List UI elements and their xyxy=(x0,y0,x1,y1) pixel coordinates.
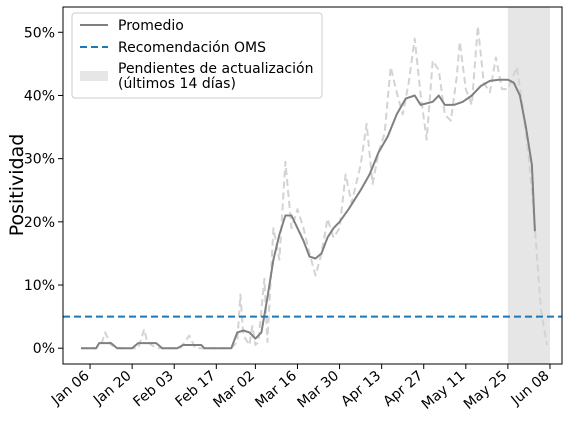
x-tick-label: Apr 27 xyxy=(380,368,426,410)
x-tick-label: Feb 17 xyxy=(173,368,219,411)
pending-update-region xyxy=(507,7,550,364)
x-tick-label: Mar 16 xyxy=(252,368,300,412)
y-tick-label: 40% xyxy=(24,88,55,104)
legend-frame xyxy=(71,12,323,99)
legend: Promedio Recomendación OMS Pendientes de… xyxy=(71,12,323,99)
legend-pending-label-line2: (últimos 14 días) xyxy=(118,76,236,92)
x-tick-label: Jun 08 xyxy=(508,368,553,409)
legend-who-label: Recomendación OMS xyxy=(118,40,266,56)
y-tick-label: 50% xyxy=(24,25,55,41)
legend-pending-swatch xyxy=(80,71,108,81)
x-tick-label: Jan 06 xyxy=(48,368,93,409)
x-tick-label: May 11 xyxy=(419,368,469,413)
average-positivity-line xyxy=(81,78,536,350)
y-tick-label: 20% xyxy=(24,215,55,231)
y-axis-label: Positividad xyxy=(6,134,28,237)
daily-positivity-line xyxy=(81,25,548,350)
plot-frame xyxy=(62,6,563,365)
y-tick-label: 30% xyxy=(24,152,55,168)
y-tick-label: 0% xyxy=(33,341,55,357)
legend-pending-label-line1: Pendientes de actualización xyxy=(118,61,313,77)
x-tick-label: May 25 xyxy=(461,368,511,413)
x-tick-label: Feb 03 xyxy=(130,368,176,411)
x-tick-label: Jan 20 xyxy=(90,368,135,409)
x-tick-label: Apr 13 xyxy=(338,368,384,410)
x-tick-label: Mar 30 xyxy=(295,368,343,412)
x-tick-label: Mar 02 xyxy=(210,368,258,412)
legend-average-label: Promedio xyxy=(118,18,184,34)
y-tick-label: 10% xyxy=(24,278,55,294)
